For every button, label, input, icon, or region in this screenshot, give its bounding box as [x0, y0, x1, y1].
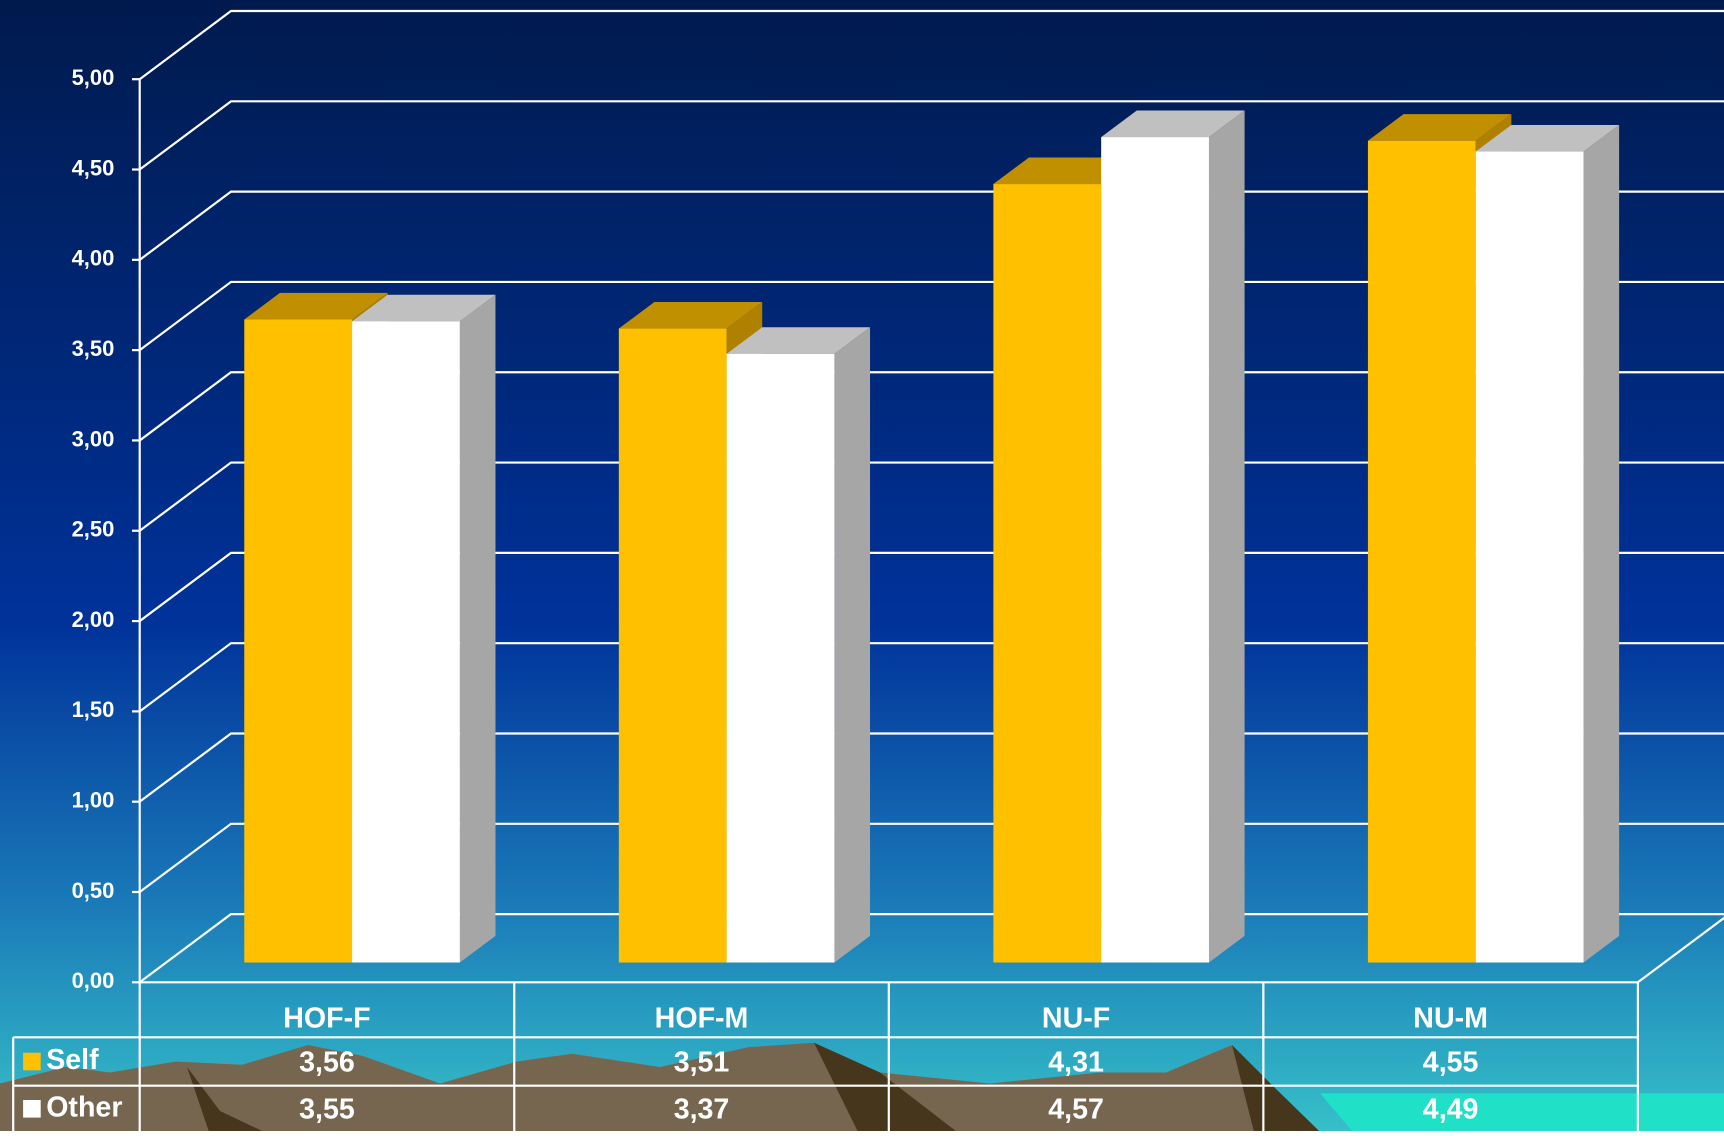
- bar-side: [834, 327, 871, 963]
- legend-swatch: [23, 1100, 41, 1118]
- y-tick-label: 1,00: [72, 787, 115, 812]
- legend-label: Other: [46, 1091, 122, 1123]
- bar-top: [1367, 114, 1512, 141]
- bar: [244, 319, 353, 963]
- y-tick-label: 4,00: [72, 246, 115, 271]
- y-tick-label: 4,50: [72, 155, 115, 180]
- y-tick-label: 2,00: [72, 607, 115, 632]
- bar-top: [1475, 124, 1620, 152]
- mountain-shadow: [187, 1067, 264, 1132]
- x-tick-label: HOF-M: [655, 1002, 749, 1034]
- bar: [1367, 140, 1476, 963]
- y-tick-label: 2,50: [72, 517, 115, 542]
- bar-top: [244, 292, 388, 320]
- mountains: [0, 1042, 1320, 1132]
- bar-side: [459, 294, 496, 963]
- bar: [1101, 137, 1209, 963]
- data-label: 4,55: [1423, 1046, 1479, 1078]
- bar-top: [1101, 110, 1245, 138]
- bar-top: [993, 157, 1137, 185]
- mountain-shadow: [1232, 1045, 1320, 1132]
- data-label: 3,37: [674, 1094, 730, 1126]
- data-label: 3,56: [299, 1046, 355, 1078]
- bar-top: [618, 301, 763, 329]
- y-tick-label: 3,00: [72, 426, 115, 451]
- grid-line: [139, 9, 1724, 81]
- grid-line: [139, 100, 1724, 171]
- legend-swatch: [23, 1052, 41, 1071]
- x-tick-label: NU-F: [1042, 1002, 1110, 1034]
- data-label: 4,31: [1048, 1046, 1104, 1078]
- mountain-shadow: [814, 1042, 957, 1132]
- y-tick-label: 5,00: [72, 65, 115, 90]
- data-label: 4,57: [1048, 1094, 1104, 1126]
- plot: 0,00 0,50 1,00 1,50 2,00 2,50 3,00 3,50 4,00 4,50…: [0, 9, 1724, 1132]
- sea: [1320, 1093, 1724, 1132]
- data-label: 4,49: [1423, 1094, 1479, 1126]
- bar: [352, 321, 460, 963]
- y-tick-label: 0,50: [72, 878, 115, 903]
- bar-side: [1583, 124, 1620, 963]
- data-label: 3,51: [674, 1046, 730, 1078]
- bar: [726, 353, 835, 963]
- bar: [1475, 151, 1584, 963]
- bar: [993, 184, 1102, 963]
- bar-side: [1208, 110, 1245, 963]
- y-tick-label: 0,00: [72, 968, 115, 993]
- data-label: 3,55: [299, 1094, 355, 1126]
- x-tick-label: NU-M: [1413, 1002, 1488, 1034]
- legend-label: Self: [46, 1044, 99, 1076]
- bar: [618, 328, 727, 963]
- bar-top: [352, 294, 496, 322]
- bar-top: [726, 327, 871, 354]
- x-tick-label: HOF-F: [283, 1002, 370, 1034]
- y-tick-label: 1,50: [72, 697, 115, 722]
- y-tick-label: 3,50: [72, 336, 115, 361]
- floor-edge: [1637, 916, 1724, 984]
